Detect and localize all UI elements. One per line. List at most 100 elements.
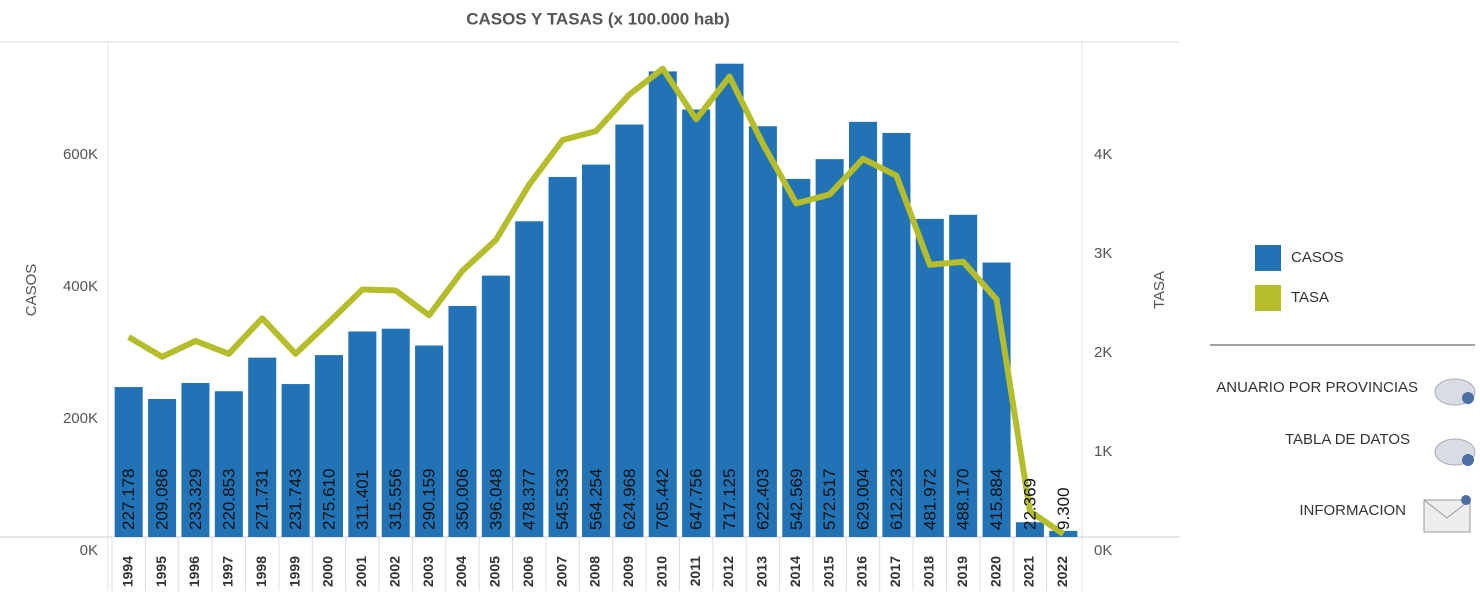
value-label: 220.853: [219, 469, 238, 530]
x-tick-label: 2020: [987, 556, 1003, 587]
bar: [648, 71, 677, 538]
x-tick-label: 2006: [520, 556, 536, 587]
x-tick-label: 1998: [253, 556, 269, 587]
x-tick-label: 2022: [1054, 556, 1070, 587]
value-label: 572.517: [820, 469, 839, 530]
y-tick-label: 0K: [80, 542, 98, 559]
bar: [715, 63, 744, 537]
bar: [548, 176, 577, 537]
link[interactable]: TABLA DE DATOS: [1285, 431, 1410, 448]
x-tick-label: 1996: [186, 556, 202, 587]
value-label: 705.442: [653, 469, 672, 530]
y2-axis-label: TASA: [1151, 271, 1168, 309]
value-label: 227.178: [119, 469, 138, 530]
x-tick-label: 2009: [620, 556, 636, 587]
link[interactable]: INFORMACION: [1299, 502, 1406, 519]
value-label: 488.170: [954, 469, 973, 530]
x-tick-label: 2003: [420, 556, 436, 587]
icon-cloud[interactable]: [1434, 378, 1476, 406]
bar: [782, 178, 811, 537]
x-tick-label: 2000: [320, 556, 336, 587]
y2-tick-label: 4K: [1094, 146, 1112, 163]
bar: [682, 109, 711, 537]
bar: [281, 384, 310, 537]
x-tick-label: 2005: [487, 556, 503, 587]
y2-tick-label: 1K: [1094, 443, 1112, 460]
y2-tick-label: 0K: [1094, 542, 1112, 559]
x-tick-label: 1999: [286, 556, 302, 587]
bar: [615, 124, 644, 537]
value-label: 231.743: [286, 469, 305, 530]
icon-mail[interactable]: [1423, 495, 1471, 533]
x-tick-label: 2008: [587, 556, 603, 587]
value-label: 22.369: [1020, 478, 1039, 530]
y2-tick-label: 2K: [1094, 344, 1112, 361]
bar: [1015, 522, 1044, 537]
x-tick-label: 2011: [687, 556, 703, 587]
value-label: 311.401: [353, 470, 372, 530]
icon-cloud[interactable]: [1434, 438, 1476, 466]
value-label: 271.731: [253, 469, 272, 530]
bar: [248, 357, 277, 537]
legend-label: TASA: [1291, 289, 1329, 306]
x-tick-label: 2021: [1021, 556, 1037, 587]
x-tick-label: 2018: [920, 556, 936, 587]
x-tick-label: 1995: [153, 556, 169, 587]
y-tick-label: 200K: [63, 410, 98, 427]
bar: [348, 331, 377, 537]
bar: [415, 345, 444, 537]
x-tick-label: 2002: [386, 556, 402, 587]
bar: [481, 275, 510, 537]
bar: [581, 164, 611, 538]
x-tick-label: 2015: [820, 556, 836, 587]
value-label: 415.884: [987, 469, 1006, 530]
value-label: 290.159: [420, 469, 439, 530]
x-tick-label: 2007: [553, 556, 569, 587]
line: [127, 65, 1066, 537]
x-tick-label: 1994: [119, 556, 135, 587]
x-tick-label: 1997: [220, 556, 236, 587]
bar: [314, 355, 343, 537]
bar: [381, 328, 410, 537]
x-tick-label: 2010: [653, 556, 669, 587]
y2-tick-label: 3K: [1094, 245, 1112, 262]
bar: [815, 159, 844, 537]
x-tick-label: 2013: [754, 556, 770, 587]
chart-title: CASOS Y TASAS (x 100.000 hab): [466, 9, 730, 28]
bar: [148, 399, 177, 537]
value-label: 612.223: [887, 469, 906, 530]
y-axis-label: CASOS: [23, 264, 40, 317]
x-tick-label: 2004: [453, 556, 469, 587]
bar: [181, 383, 210, 537]
value-label: 350.006: [453, 469, 472, 530]
y-tick-label: 400K: [63, 278, 98, 295]
x-tick-label: 2014: [787, 556, 803, 587]
bar: [915, 218, 944, 537]
value-label: 647.756: [687, 469, 706, 530]
value-label: 315.556: [386, 469, 405, 530]
x-tick-label: 2016: [854, 556, 870, 587]
value-label: 542.569: [787, 469, 806, 530]
y-tick-label: 600K: [63, 146, 98, 163]
value-label: 564.254: [586, 469, 605, 530]
x-tick-label: 2017: [887, 556, 903, 587]
value-label: 624.968: [620, 469, 639, 530]
legend-swatch: [1255, 245, 1281, 271]
x-tick-label: 2001: [353, 556, 369, 587]
value-label: 717.125: [720, 469, 739, 530]
link[interactable]: ANUARIO POR PROVINCIAS: [1216, 379, 1418, 396]
value-label: 209.086: [153, 469, 172, 530]
value-label: 629.004: [854, 469, 873, 530]
value-label: 481.972: [920, 469, 939, 530]
legend-label: CASOS: [1291, 249, 1344, 266]
value-label: 478.377: [520, 469, 539, 530]
bar: [748, 126, 777, 537]
value-label: 622.403: [753, 469, 772, 530]
value-label: 545.533: [553, 469, 572, 530]
bar: [214, 391, 243, 537]
value-label: 233.329: [186, 469, 205, 530]
value-label: 396.048: [486, 469, 505, 530]
bar: [515, 221, 544, 537]
x-tick-label: 2012: [720, 556, 736, 587]
